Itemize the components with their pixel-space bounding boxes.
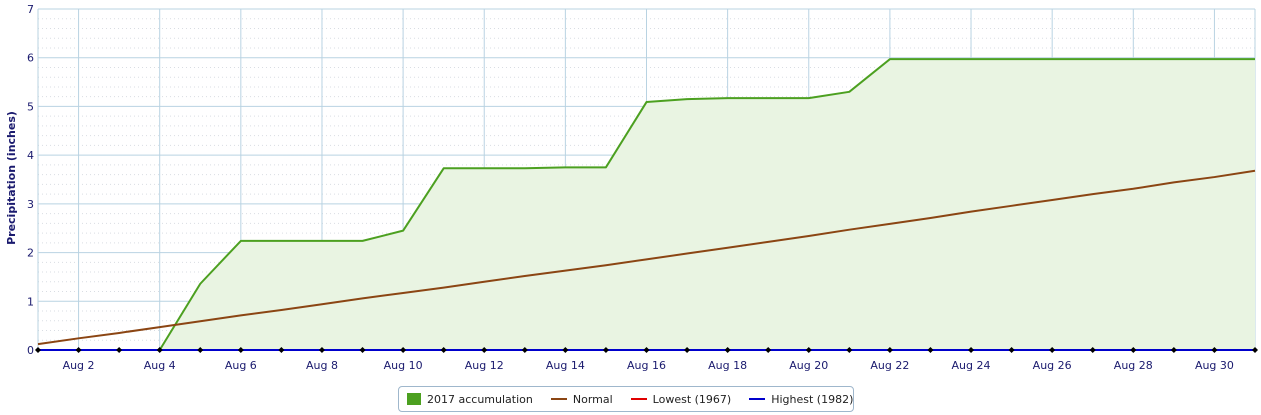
y-tick-label: 2 [27,247,34,260]
chart-plot: 0 1 2 3 4 5 6 7 Aug 2 Aug 4 Aug 6 Aug 8 Aug 10 Aug 12… [5,3,1258,372]
x-day-marker [521,347,528,353]
x-day-marker [1130,347,1137,353]
x-tick-label: Aug 26 [1033,359,1072,372]
x-day-marker [602,347,609,353]
x-day-marker [1170,347,1177,353]
x-day-marker [927,347,934,353]
series-layer [37,58,1256,351]
legend-item-normal[interactable]: Normal [550,392,613,406]
x-day-marker [1211,347,1218,353]
x-day-marker [440,347,447,353]
x-day-marker [968,347,975,353]
x-day-marker [886,347,893,353]
x-day-marker [1049,347,1056,353]
legend-item-lowest[interactable]: Lowest (1967) [630,392,732,406]
x-day-marker [805,347,812,353]
x-tick-label: Aug 8 [306,359,338,372]
x-tick-label: Aug 12 [465,359,504,372]
series-normal-line [37,169,1256,346]
x-tick-label: Aug 22 [870,359,909,372]
x-day-marker [481,347,488,353]
y-tick-label: 3 [27,198,34,211]
x-day-marker [846,347,853,353]
y-tick-label: 0 [27,344,34,357]
x-day-marker [156,347,163,353]
x-day-marker [278,347,285,353]
x-day-marker [197,347,204,353]
legend-label-lowest: Lowest (1967) [652,392,732,406]
legend-label-2017: 2017 accumulation [427,392,533,406]
legend-line-highest [749,398,766,400]
axis-layer: 0 1 2 3 4 5 6 7 Aug 2 Aug 4 Aug 6 Aug 8 Aug 10 Aug 12… [27,3,1258,372]
y-tick-label: 1 [27,295,34,308]
legend-swatch-2017 [407,393,421,405]
x-day-marker [765,347,772,353]
x-day-marker [237,347,244,353]
x-day-marker [400,347,407,353]
y-tick-label: 6 [27,52,34,65]
x-day-marker [75,347,82,353]
series-2017-accumulation-line [38,58,1255,351]
x-day-marker [1089,347,1096,353]
chart-legend: 2017 accumulation Normal Lowest (1967) H… [398,386,854,412]
legend-label-normal: Normal [572,392,613,406]
legend-item-2017[interactable]: 2017 accumulation [407,393,533,406]
x-tick-label: Aug 14 [546,359,585,372]
x-tick-label: Aug 24 [952,359,991,372]
y-axis-title: Precipitation (inches) [5,111,18,245]
legend-item-highest[interactable]: Highest (1982) [749,393,853,406]
x-tick-label: Aug 2 [63,359,95,372]
y-tick-label: 5 [27,100,34,113]
x-day-marker [643,347,650,353]
x-day-marker [684,347,691,353]
legend-line-normal [550,398,567,400]
x-tick-label: Aug 30 [1195,359,1234,372]
y-tick-label: 7 [27,3,34,16]
x-day-marker [35,347,41,353]
legend-line-lowest [630,398,647,400]
x-tick-label: Aug 20 [789,359,828,372]
x-day-marker [1252,347,1258,353]
x-day-marker [1008,347,1015,353]
x-day-marker [116,347,123,353]
x-day-marker [562,347,569,353]
legend-label-highest: Highest (1982) [771,392,854,406]
x-tick-label: Aug 16 [627,359,666,372]
series-2017-accumulation-area [38,59,1255,351]
y-tick-label: 4 [27,149,34,162]
x-day-marker [318,347,325,353]
x-day-marker [359,347,366,353]
x-day-marker [724,347,731,353]
x-tick-label: Aug 6 [225,359,257,372]
x-tick-label: Aug 10 [384,359,423,372]
x-tick-label: Aug 18 [708,359,747,372]
x-tick-label: Aug 4 [144,359,176,372]
x-tick-label: Aug 28 [1114,359,1153,372]
